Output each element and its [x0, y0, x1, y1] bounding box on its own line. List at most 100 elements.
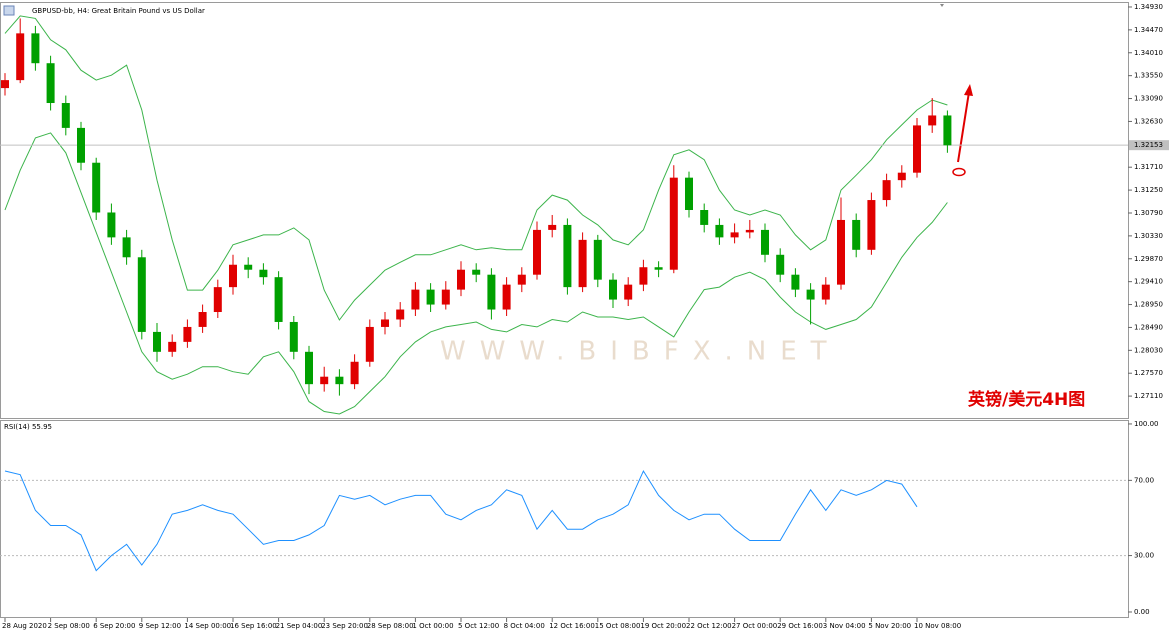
- candle-body: [122, 237, 131, 258]
- candle-body: [350, 361, 359, 385]
- shift-marker: [940, 4, 944, 7]
- candle-body: [305, 351, 313, 385]
- price-label: 1.32153: [1134, 141, 1163, 149]
- y-tick-label: 1.30330: [1134, 232, 1163, 240]
- candle-body: [320, 376, 329, 385]
- candle-body: [943, 115, 952, 146]
- y-tick-label: 1.28030: [1134, 346, 1163, 354]
- bollinger-band: [4, 15, 948, 321]
- x-tick-label: 29 Oct 16:00: [777, 622, 823, 630]
- x-tick-label: 3 Nov 04:00: [823, 622, 866, 630]
- candle-body: [593, 239, 602, 280]
- candle-body: [381, 319, 389, 327]
- price-box: [1129, 140, 1169, 151]
- x-tick-label: 16 Sep 16:00: [230, 622, 277, 630]
- arrow-head: [964, 84, 973, 96]
- candle-body: [837, 219, 845, 285]
- candle-body: [426, 289, 435, 305]
- y-tick-label: 1.28490: [1134, 323, 1163, 331]
- candle-body: [745, 229, 754, 233]
- candle-body: [867, 200, 876, 250]
- y-tick-label: 1.27570: [1134, 369, 1163, 377]
- y-tick-label: 1.31250: [1134, 186, 1163, 194]
- candle-body: [31, 33, 40, 64]
- y-tick-label: 1.33550: [1134, 72, 1163, 80]
- candle-body: [730, 232, 739, 238]
- x-tick-label: 27 Oct 00:00: [732, 622, 778, 630]
- x-tick-label: 8 Oct 04:00: [504, 622, 545, 630]
- candle-body: [654, 267, 663, 270]
- y-tick-label: 1.29410: [1134, 278, 1163, 286]
- x-tick-label: 28 Aug 2020: [2, 622, 47, 630]
- x-tick-label: 28 Sep 08:00: [367, 622, 414, 630]
- x-tick-label: 12 Oct 16:00: [549, 622, 595, 630]
- candle-body: [487, 274, 496, 310]
- chart-title: GBPUSD-bb, H4: Great Britain Pound vs US…: [32, 7, 205, 15]
- candle-body: [715, 224, 724, 238]
- x-tick-label: 2 Sep 08:00: [48, 622, 90, 630]
- candle-body: [16, 33, 25, 81]
- candle-body: [441, 289, 450, 305]
- candle-body: [61, 103, 70, 128]
- candle-body: [882, 180, 891, 201]
- candle-body: [411, 289, 420, 310]
- annotation: 英镑/美元4H图: [968, 389, 1085, 410]
- y-tick-label: 1.34470: [1134, 26, 1163, 34]
- price-pane: [0, 2, 1129, 419]
- candle-body: [335, 376, 344, 385]
- y-tick-label: 1.34010: [1134, 49, 1163, 57]
- candle-body: [229, 264, 237, 288]
- rsi-title: RSI(14) 55.95: [4, 423, 52, 431]
- y-tick-label: 1.32630: [1134, 117, 1163, 125]
- candle-body: [259, 269, 268, 278]
- candle-body: [624, 284, 633, 300]
- candle-body: [517, 274, 526, 285]
- x-tick-label: 19 Oct 20:00: [640, 622, 686, 630]
- x-tick-label: 14 Sep 00:00: [184, 622, 231, 630]
- candle-body: [107, 212, 116, 238]
- candle-body: [821, 284, 830, 300]
- x-tick-label: 6 Sep 20:00: [93, 622, 135, 630]
- candle-body: [776, 254, 785, 275]
- y-tick-label: 1.27110: [1134, 392, 1163, 400]
- x-tick-label: 5 Oct 12:00: [458, 622, 499, 630]
- candle-body: [897, 172, 906, 181]
- candle-body: [700, 210, 709, 225]
- candle-body: [168, 341, 177, 352]
- symbol-icon: [3, 5, 15, 16]
- candle-body: [92, 162, 101, 213]
- candle-body: [669, 177, 678, 270]
- candle-body: [183, 326, 192, 342]
- candle-body: [639, 267, 648, 285]
- candle-body: [609, 279, 617, 300]
- x-tick-label: 21 Sep 04:00: [276, 622, 323, 630]
- candle-body: [791, 274, 800, 290]
- candle-body: [563, 224, 572, 288]
- candle-body: [289, 321, 298, 352]
- candle-body: [806, 289, 815, 300]
- rsi-pane: [0, 420, 1129, 618]
- candle-body: [274, 277, 283, 322]
- y-tick-label: 1.31710: [1134, 163, 1163, 171]
- candle-body: [365, 326, 374, 362]
- candle-body: [928, 115, 937, 126]
- candle-body: [533, 229, 541, 275]
- candle-body: [46, 63, 55, 104]
- x-tick-label: 9 Sep 12:00: [139, 622, 181, 630]
- x-tick-label: 10 Nov 08:00: [914, 622, 961, 630]
- x-tick-label: 23 Sep 20:00: [321, 622, 368, 630]
- y-tick-label: 1.28950: [1134, 301, 1163, 309]
- candle-body: [685, 177, 693, 211]
- candle-body: [548, 224, 557, 230]
- candle-body: [761, 229, 769, 255]
- candle-body: [502, 284, 511, 310]
- candle-body: [578, 239, 587, 288]
- candle-body: [198, 312, 207, 327]
- y-tick-label: 0.00: [1134, 608, 1150, 616]
- y-tick-label: 1.33090: [1134, 95, 1163, 103]
- candle-body: [852, 219, 861, 250]
- candle-body: [913, 125, 921, 173]
- x-tick-label: 1 Oct 00:00: [412, 622, 453, 630]
